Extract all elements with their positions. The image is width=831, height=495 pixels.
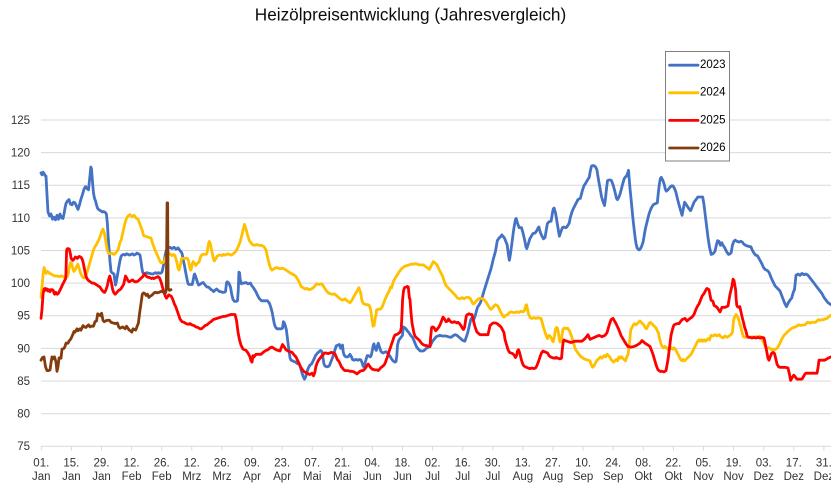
- svg-text:09.: 09.: [244, 458, 260, 470]
- svg-text:24.: 24.: [605, 458, 621, 470]
- svg-text:105: 105: [11, 245, 30, 257]
- svg-text:16.: 16.: [455, 458, 471, 470]
- svg-text:Apr: Apr: [243, 471, 261, 483]
- svg-text:2024: 2024: [700, 87, 726, 99]
- svg-text:30.: 30.: [485, 458, 501, 470]
- svg-text:Jun: Jun: [393, 471, 412, 483]
- svg-text:Aug: Aug: [543, 471, 563, 483]
- svg-text:15.: 15.: [63, 458, 79, 470]
- svg-text:31.: 31.: [816, 458, 831, 470]
- svg-text:80: 80: [17, 409, 30, 421]
- svg-text:2025: 2025: [700, 114, 726, 126]
- svg-text:Mai: Mai: [303, 471, 322, 483]
- svg-text:Sep: Sep: [573, 471, 593, 483]
- svg-text:Nov: Nov: [723, 471, 744, 483]
- svg-text:Jan: Jan: [92, 471, 111, 483]
- svg-text:Apr: Apr: [273, 471, 291, 483]
- svg-text:Mai: Mai: [333, 471, 352, 483]
- svg-text:2023: 2023: [700, 59, 726, 71]
- svg-text:120: 120: [11, 148, 30, 160]
- svg-text:23.: 23.: [274, 458, 290, 470]
- svg-text:Sep: Sep: [603, 471, 623, 483]
- svg-text:75: 75: [17, 441, 30, 453]
- svg-text:Jul: Jul: [485, 471, 500, 483]
- svg-text:100: 100: [11, 278, 30, 290]
- svg-text:Feb: Feb: [122, 471, 142, 483]
- svg-text:04.: 04.: [364, 458, 380, 470]
- svg-text:Jun: Jun: [363, 471, 382, 483]
- svg-text:Dez: Dez: [784, 471, 805, 483]
- svg-text:2026: 2026: [700, 142, 726, 154]
- svg-text:01.: 01.: [33, 458, 49, 470]
- svg-text:Nov: Nov: [693, 471, 714, 483]
- svg-text:Feb: Feb: [152, 471, 172, 483]
- svg-text:26.: 26.: [154, 458, 170, 470]
- svg-text:110: 110: [12, 213, 30, 225]
- svg-text:Jan: Jan: [62, 471, 81, 483]
- svg-text:07.: 07.: [304, 458, 320, 470]
- svg-text:12.: 12.: [124, 458, 140, 470]
- svg-text:03.: 03.: [756, 458, 772, 470]
- svg-text:13.: 13.: [515, 458, 531, 470]
- svg-text:10.: 10.: [575, 458, 591, 470]
- svg-text:Jul: Jul: [425, 471, 440, 483]
- svg-text:Mrz: Mrz: [182, 471, 201, 483]
- svg-text:115: 115: [12, 180, 30, 192]
- svg-text:Dez: Dez: [753, 471, 774, 483]
- svg-text:02.: 02.: [425, 458, 441, 470]
- svg-text:90: 90: [17, 343, 30, 355]
- svg-text:26.: 26.: [214, 458, 230, 470]
- svg-text:05.: 05.: [696, 458, 712, 470]
- svg-text:Heizölpreisentwicklung (Jahres: Heizölpreisentwicklung (Jahresvergleich): [255, 5, 566, 25]
- svg-text:12.: 12.: [184, 458, 200, 470]
- svg-text:27.: 27.: [545, 458, 561, 470]
- svg-text:Mrz: Mrz: [212, 471, 231, 483]
- svg-text:29.: 29.: [94, 458, 110, 470]
- svg-text:08.: 08.: [635, 458, 651, 470]
- svg-text:Okt: Okt: [664, 471, 683, 483]
- svg-text:125: 125: [11, 115, 30, 127]
- svg-text:17.: 17.: [786, 458, 802, 470]
- svg-text:Jan: Jan: [32, 471, 51, 483]
- svg-text:Aug: Aug: [513, 471, 533, 483]
- svg-text:22.: 22.: [665, 458, 681, 470]
- svg-text:95: 95: [17, 311, 30, 323]
- svg-text:Okt: Okt: [634, 471, 653, 483]
- svg-text:Jul: Jul: [455, 471, 470, 483]
- svg-text:18.: 18.: [395, 458, 411, 470]
- svg-text:85: 85: [17, 376, 30, 388]
- svg-text:21.: 21.: [334, 458, 350, 470]
- svg-text:19.: 19.: [726, 458, 742, 470]
- svg-text:Dez: Dez: [814, 471, 831, 483]
